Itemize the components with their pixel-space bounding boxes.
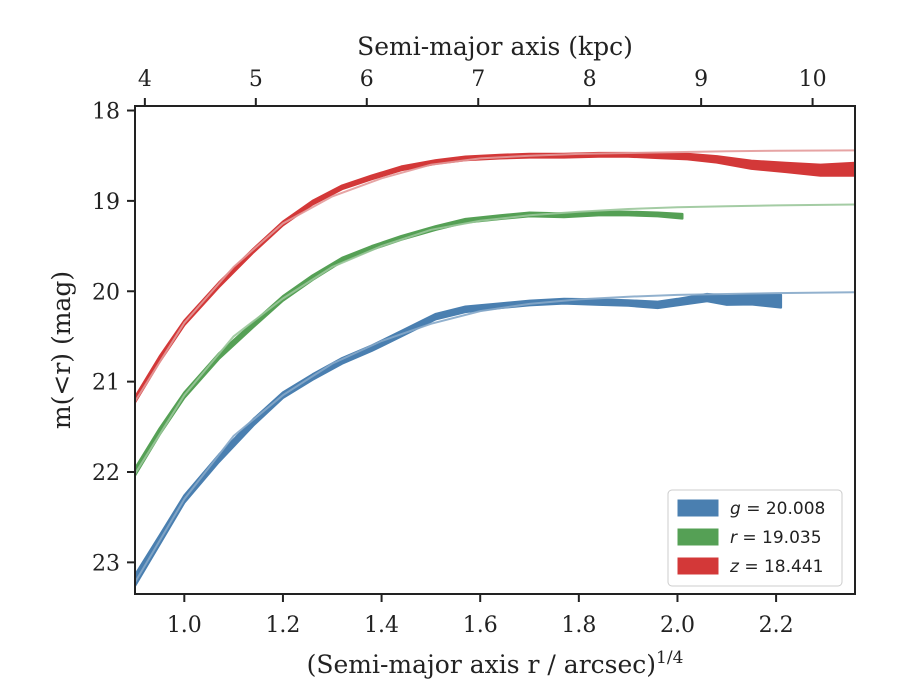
series-band-r [135,210,684,477]
y-axis: 18 19 20 21 22 23 [92,100,135,576]
y-tick-label: 23 [92,551,120,576]
top-axis: 4 5 6 7 8 9 10 [138,67,827,106]
model-curves [135,149,855,583]
model-curve-r [135,203,855,475]
top-tick-label: 4 [138,67,152,92]
x-axis-title-superscript: 1/4 [656,648,683,668]
series-band-z [135,151,855,404]
model-curve-z [135,149,855,403]
x-tick-label: 2.0 [660,613,695,638]
y-tick-label: 20 [92,280,120,305]
top-tick-label: 10 [799,67,827,92]
legend: g = 20.008 r = 19.035 z = 18.441 [667,489,843,587]
x-axis-title-main: (Semi-major axis r / arcsec) [307,650,656,679]
y-tick-label: 21 [92,371,120,396]
top-tick-label: 8 [583,67,597,92]
legend-label-g: g = 20.008 [730,499,825,519]
model-curve-g [135,291,855,583]
top-tick-label: 5 [249,67,263,92]
y-axis-title: m(<r) (mag) [47,271,76,429]
legend-swatch-z [677,557,719,575]
legend-label-z: z = 18.441 [729,557,823,577]
x-tick-label: 1.4 [364,613,399,638]
x-tick-label: 1.2 [265,613,300,638]
plot-frame [134,105,856,595]
y-tick-label: 18 [92,100,120,125]
top-axis-title: Semi-major axis (kpc) [357,32,633,61]
x-tick-label: 1.8 [561,613,596,638]
x-tick-label: 2.2 [759,613,794,638]
y-tick-label: 19 [92,190,120,215]
legend-label-r: r = 19.035 [730,528,822,548]
top-tick-label: 7 [471,67,485,92]
x-tick-label: 1.6 [463,613,498,638]
legend-swatch-g [677,499,719,517]
top-tick-label: 6 [360,67,374,92]
top-tick-label: 9 [694,67,708,92]
x-tick-label: 1.0 [167,613,202,638]
y-tick-label: 22 [92,461,120,486]
x-axis: 1.0 1.2 1.4 1.6 1.8 2.0 2.2 [167,594,794,638]
legend-swatch-r [677,528,719,546]
x-axis-title: (Semi-major axis r / arcsec)1/4 [307,648,684,679]
